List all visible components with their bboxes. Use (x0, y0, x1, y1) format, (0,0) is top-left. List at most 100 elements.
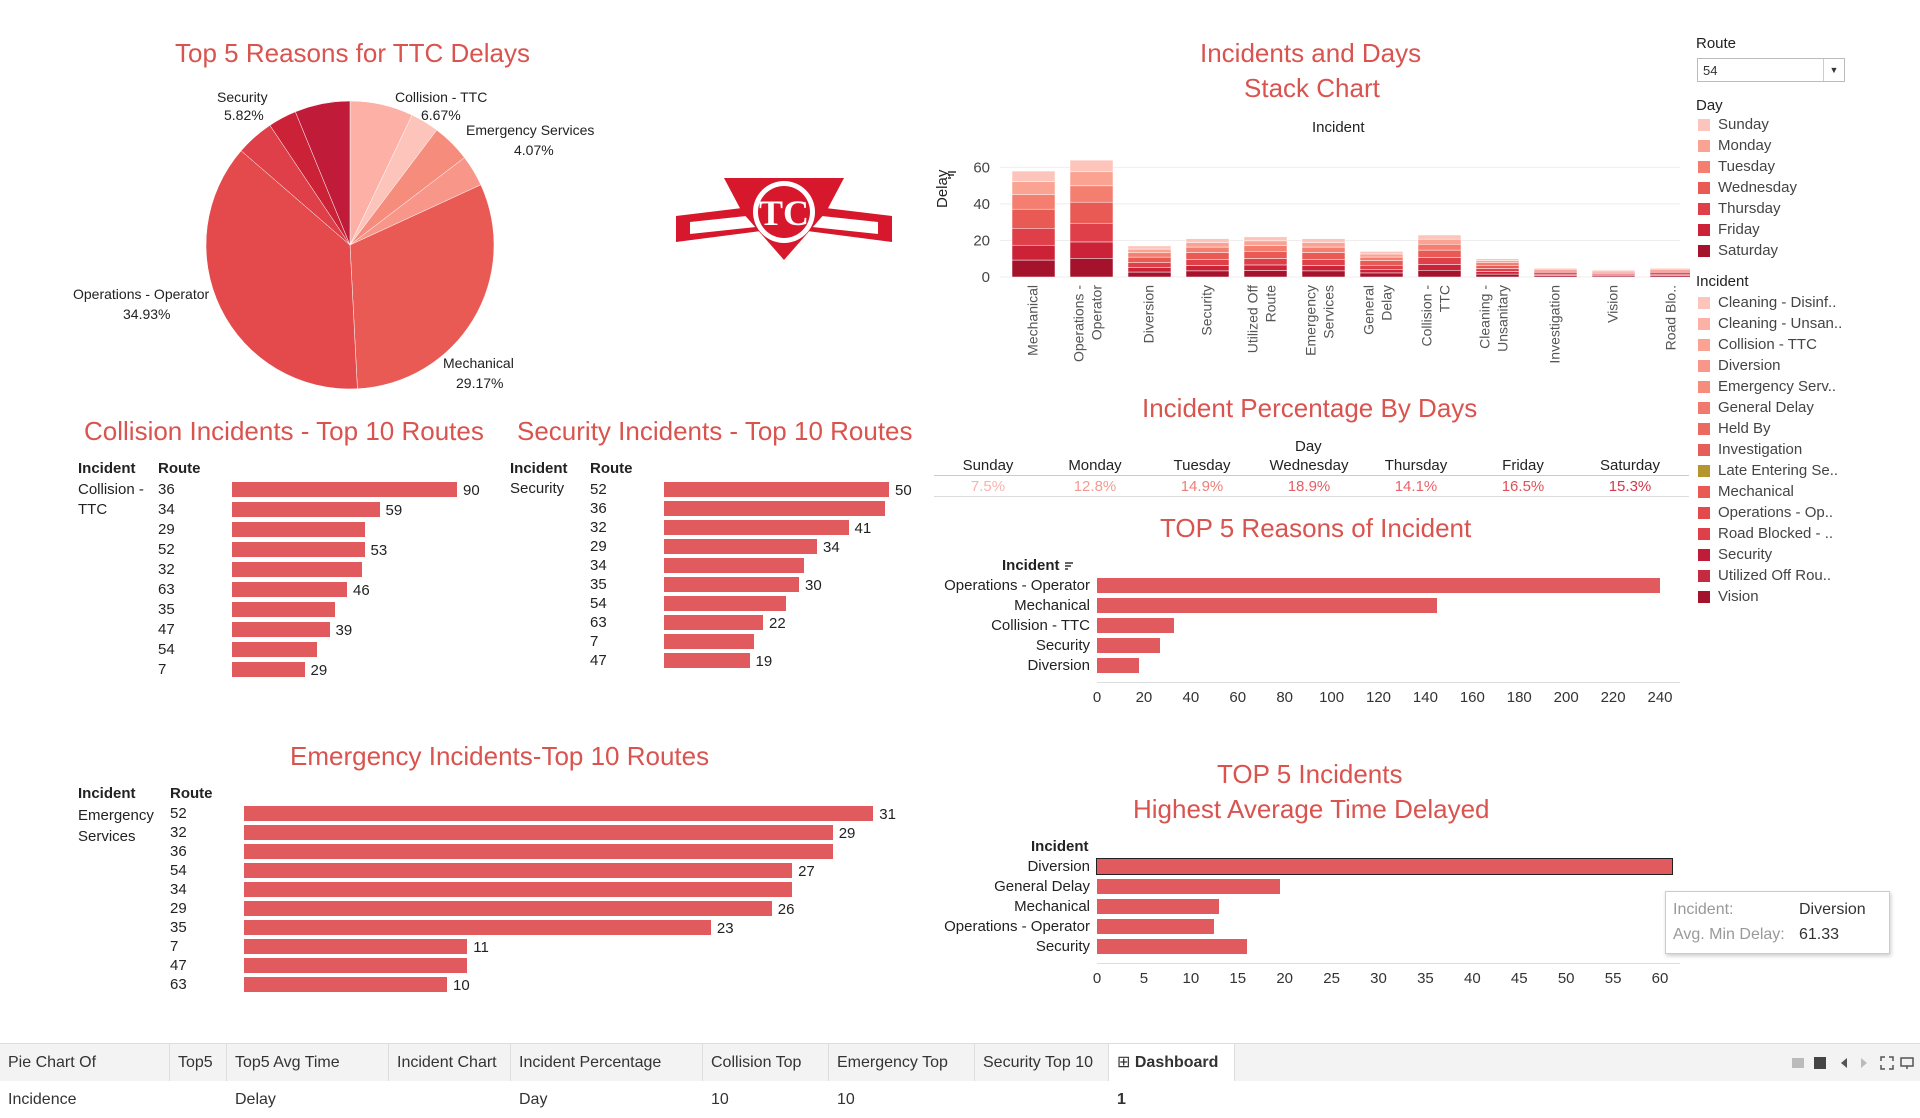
pie-slice-mechanical[interactable] (349, 184, 495, 390)
stack-segment[interactable] (1359, 260, 1404, 266)
route-bar[interactable] (244, 882, 793, 897)
incident-bar[interactable] (1097, 638, 1161, 653)
stack-segment[interactable] (1417, 270, 1462, 278)
legend-day-item[interactable]: Friday (1718, 221, 1760, 238)
stack-segment[interactable] (1011, 244, 1056, 261)
fullscreen-icon[interactable] (1880, 1056, 1894, 1070)
stack-segment[interactable] (1127, 245, 1172, 250)
route-bar[interactable] (232, 602, 335, 617)
stack-segment[interactable] (1301, 242, 1346, 248)
route-bar[interactable] (232, 522, 365, 537)
pie-chart[interactable] (200, 95, 500, 395)
stack-segment[interactable] (1243, 264, 1288, 271)
route-bar[interactable] (244, 920, 711, 935)
route-bar[interactable] (664, 520, 849, 535)
route-bar[interactable] (664, 596, 786, 611)
stack-segment[interactable] (1243, 245, 1288, 252)
stack-segment[interactable] (1533, 267, 1578, 270)
stack-segment[interactable] (1185, 259, 1230, 266)
stack-segment[interactable] (1359, 253, 1404, 258)
legend-day-item[interactable]: Sunday (1718, 116, 1769, 133)
route-bar[interactable] (244, 844, 833, 859)
stack-segment[interactable] (1301, 270, 1346, 278)
route-bar[interactable] (244, 863, 793, 878)
day-pct[interactable]: 15.3% (1608, 478, 1652, 495)
stack-segment[interactable] (1301, 238, 1346, 243)
legend-incident-item[interactable]: Late Entering Se.. (1718, 462, 1839, 479)
sheet-tab[interactable]: ⊞ Dashboard 1 (1109, 1044, 1235, 1108)
route-bar[interactable] (664, 501, 885, 516)
legend-incident-item[interactable]: General Delay (1718, 399, 1814, 416)
stack-segment[interactable] (1011, 208, 1056, 229)
stack-segment[interactable] (1069, 241, 1114, 259)
pie-slice-security[interactable] (295, 100, 351, 246)
legend-incident-item[interactable]: Mechanical (1718, 483, 1794, 500)
stack-segment[interactable] (1243, 251, 1288, 259)
stack-segment[interactable] (1417, 264, 1462, 271)
incident-bar[interactable] (1097, 899, 1219, 914)
stack-segment[interactable] (1011, 170, 1056, 182)
route-bar[interactable] (664, 577, 799, 592)
sheet-tab[interactable]: Emergency Top 10 (829, 1044, 975, 1108)
stack-segment[interactable] (1185, 270, 1230, 278)
day-pct[interactable]: 18.9% (1287, 478, 1331, 495)
day-pct[interactable]: 16.5% (1501, 478, 1545, 495)
stack-segment[interactable] (1475, 271, 1520, 275)
chevron-down-icon[interactable]: ▼ (1823, 59, 1844, 81)
sheet-tab[interactable]: Incident Chart (389, 1044, 511, 1081)
route-bar[interactable] (664, 653, 750, 668)
stack-segment[interactable] (1127, 271, 1172, 278)
route-bar[interactable] (244, 977, 447, 992)
stack-segment[interactable] (1475, 260, 1520, 264)
route-bar[interactable] (232, 622, 330, 637)
stack-segment[interactable] (1359, 251, 1404, 255)
pie-slice-operations-operator[interactable] (205, 150, 358, 390)
legend-day-item[interactable]: Monday (1718, 137, 1772, 154)
stack-segment[interactable] (1243, 258, 1288, 266)
route-bar[interactable] (244, 825, 833, 840)
grid-view-icon[interactable] (1792, 1058, 1804, 1068)
incident-bar[interactable] (1097, 578, 1660, 593)
route-bar[interactable] (232, 542, 365, 557)
legend-day-item[interactable]: Saturday (1718, 242, 1779, 259)
sheet-tab[interactable]: Top5 Avg Time Delay (227, 1044, 389, 1108)
sheet-tab[interactable]: Collision Top 10 (703, 1044, 829, 1108)
legend-incident-item[interactable]: Operations - Op.. (1718, 504, 1834, 521)
stack-chart[interactable]: 60 40 20 0 Mechanical Operations - Operator Div… (950, 140, 1690, 380)
stack-segment[interactable] (1069, 171, 1114, 187)
stack-segment[interactable] (1069, 258, 1114, 278)
stack-segment[interactable] (1301, 252, 1346, 260)
sort-icon[interactable] (947, 170, 957, 180)
stack-segment[interactable] (1127, 256, 1172, 263)
route-bar[interactable] (244, 806, 874, 821)
stack-segment[interactable] (1185, 252, 1230, 260)
stack-segment[interactable] (1417, 249, 1462, 258)
incident-bar[interactable] (1097, 658, 1140, 673)
stack-segment[interactable] (1127, 248, 1172, 254)
route-bar[interactable] (232, 562, 362, 577)
legend-incident-item[interactable]: Investigation (1718, 441, 1803, 458)
stack-segment[interactable] (1185, 242, 1230, 248)
incident-bar[interactable] (1097, 919, 1215, 934)
route-bar[interactable] (244, 901, 772, 916)
stack-segment[interactable] (1011, 228, 1056, 246)
legend-incident-item[interactable]: Diversion (1718, 357, 1781, 374)
route-bar[interactable] (232, 662, 305, 677)
stack-segment[interactable] (1011, 181, 1056, 195)
legend-incident-item[interactable]: Collision - TTC (1718, 336, 1817, 353)
stack-segment[interactable] (1185, 238, 1230, 243)
legend-incident-item[interactable]: Held By (1718, 420, 1771, 437)
legend-day-item[interactable]: Wednesday (1718, 179, 1797, 196)
stack-segment[interactable] (1127, 267, 1172, 273)
legend-incident-item[interactable]: Cleaning - Unsan.. (1718, 315, 1843, 332)
route-bar[interactable] (664, 615, 763, 630)
day-pct[interactable]: 14.9% (1180, 478, 1224, 495)
sheet-tab[interactable]: Pie Chart Of Incidence (0, 1044, 170, 1108)
route-bar[interactable] (232, 582, 347, 597)
stack-segment[interactable] (1475, 268, 1520, 272)
stack-segment[interactable] (1359, 264, 1404, 270)
stack-segment[interactable] (1475, 265, 1520, 269)
stack-segment[interactable] (1301, 259, 1346, 266)
stack-segment[interactable] (1417, 243, 1462, 251)
legend-incident-item[interactable]: Emergency Serv.. (1718, 378, 1837, 395)
